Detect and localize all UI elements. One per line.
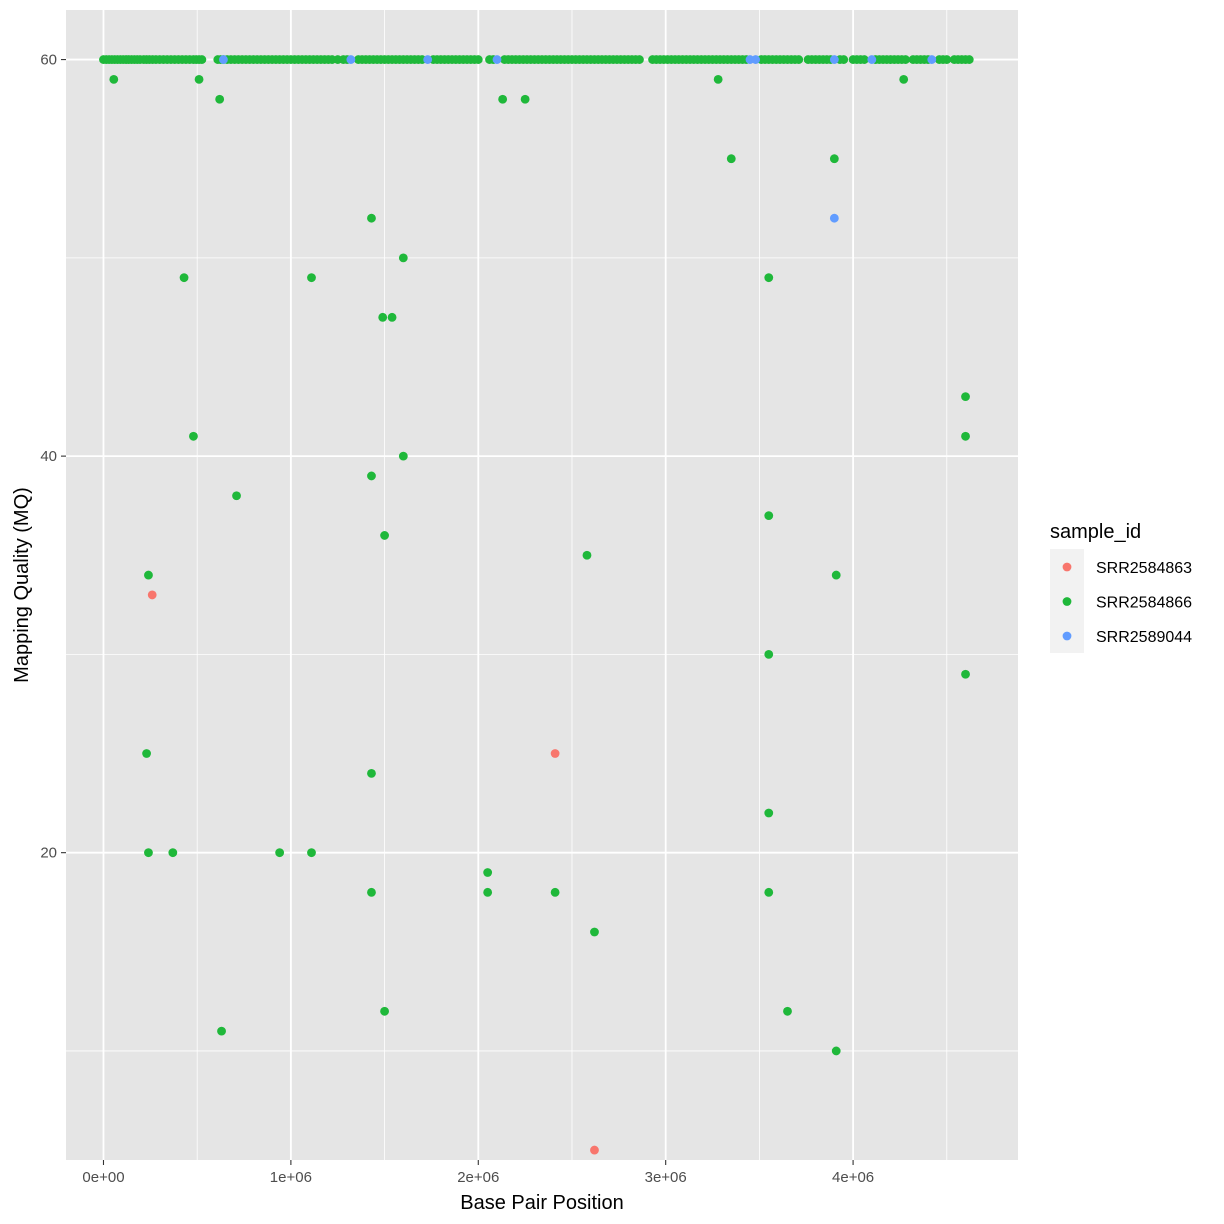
data-point <box>473 55 483 64</box>
data-point <box>520 94 530 104</box>
data-point <box>831 1046 841 1056</box>
data-point <box>423 55 433 64</box>
data-point <box>109 74 119 84</box>
series-group <box>147 590 599 1155</box>
data-point <box>764 511 774 521</box>
legend-title: sample_id <box>1050 521 1141 543</box>
data-point <box>582 550 592 560</box>
data-point <box>794 55 804 64</box>
data-point <box>483 868 493 877</box>
y-axis: 20 40 60 <box>40 52 66 862</box>
legend-label: SRR2589044 <box>1096 629 1192 646</box>
y-tick-label: 40 <box>40 448 57 465</box>
data-point <box>380 531 389 540</box>
data-point <box>492 55 502 64</box>
data-point <box>398 451 408 461</box>
data-point <box>964 55 974 64</box>
data-point <box>783 1006 792 1016</box>
legend-label: SRR2584863 <box>1096 560 1192 577</box>
data-point <box>380 1006 389 1016</box>
major-gridlines <box>66 10 1018 1160</box>
minor-gridlines <box>66 10 1018 1160</box>
data-point <box>346 55 356 64</box>
data-point <box>590 927 599 937</box>
data-point <box>961 669 970 679</box>
legend-key <box>1062 597 1072 606</box>
data-point <box>367 471 376 481</box>
x-axis-title: Base Pair Position <box>460 1192 623 1214</box>
data-point <box>550 887 560 897</box>
data-point <box>144 570 153 580</box>
legend-key <box>1062 562 1072 572</box>
data-point <box>927 55 937 64</box>
data-point <box>387 312 397 322</box>
data-points <box>99 55 974 1155</box>
y-tick-label: 20 <box>40 845 57 862</box>
data-point <box>751 55 761 64</box>
series-group <box>99 55 974 1056</box>
data-point <box>550 749 560 758</box>
data-point <box>942 55 952 64</box>
x-axis: 0e+00 1e+06 2e+06 3e+06 4e+06 <box>82 1160 874 1186</box>
series-group <box>219 55 937 223</box>
data-point <box>483 887 493 897</box>
data-point <box>367 768 376 778</box>
data-point <box>764 273 774 283</box>
data-point <box>839 55 849 64</box>
data-point <box>307 848 316 858</box>
data-point <box>590 1145 599 1155</box>
data-point <box>831 570 841 580</box>
data-point <box>194 74 204 84</box>
data-point <box>275 848 285 858</box>
legend-items: SRR2584863 SRR2584866 SRR2589044 <box>1050 549 1192 653</box>
data-point <box>197 55 207 64</box>
x-tick-label: 2e+06 <box>457 1169 499 1186</box>
legend-key <box>1062 631 1072 641</box>
data-point <box>764 649 774 659</box>
data-point <box>179 273 189 283</box>
legend-label: SRR2584866 <box>1096 595 1192 612</box>
data-point <box>961 392 970 402</box>
data-point <box>764 808 774 818</box>
data-point <box>215 94 225 104</box>
data-point <box>713 74 723 84</box>
data-point <box>726 154 736 164</box>
data-point <box>367 887 376 897</box>
data-point <box>189 431 198 441</box>
data-point <box>859 55 869 64</box>
data-point <box>829 55 839 64</box>
data-point <box>899 74 909 84</box>
y-axis-title: Mapping Quality (MQ) <box>11 487 33 683</box>
data-point <box>398 253 408 263</box>
y-tick-label: 60 <box>40 52 57 69</box>
data-point <box>219 55 228 64</box>
data-point <box>378 312 388 322</box>
data-point <box>635 55 644 64</box>
data-point <box>867 55 877 64</box>
data-point <box>217 1026 226 1036</box>
data-point <box>144 848 153 858</box>
x-tick-label: 4e+06 <box>832 1169 874 1186</box>
data-point <box>764 887 774 897</box>
data-point <box>147 590 157 600</box>
data-point <box>961 431 970 441</box>
data-point <box>498 94 508 104</box>
data-point <box>829 213 839 223</box>
data-point <box>142 749 151 758</box>
plot-panel <box>66 10 1018 1160</box>
legend: sample_id SRR2584863 SRR2584866 SRR2589044 <box>1050 521 1192 653</box>
data-point <box>168 848 178 858</box>
data-point <box>232 491 241 501</box>
data-point <box>307 273 316 283</box>
data-point <box>829 154 839 164</box>
x-tick-label: 0e+00 <box>82 1169 124 1186</box>
x-tick-label: 1e+06 <box>270 1169 312 1186</box>
data-point <box>901 55 910 64</box>
data-point <box>367 213 376 223</box>
x-tick-label: 3e+06 <box>645 1169 687 1186</box>
